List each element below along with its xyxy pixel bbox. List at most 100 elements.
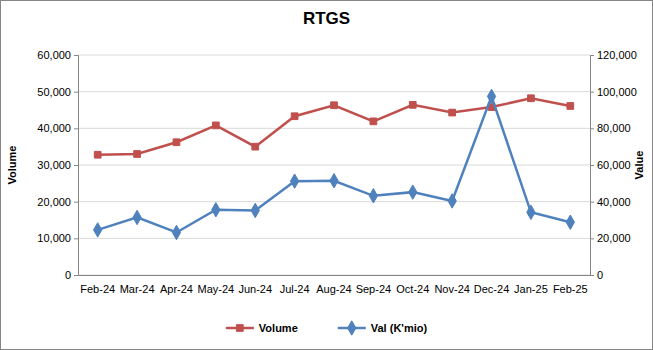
y2-tick: 0 [590, 269, 603, 281]
y-tick-mark [74, 238, 78, 239]
y-tick-mark [74, 92, 78, 93]
y2-axis: 0 20,000 40,000 60,000 80,000 100,000 120,000 [590, 49, 637, 281]
x-tick: Jul-24 [280, 283, 310, 295]
y2-tick-label: 40,000 [597, 196, 631, 208]
series-marker [567, 103, 574, 110]
y2-tick: 120,000 [590, 49, 637, 61]
legend-item: Volume [226, 322, 298, 334]
legend-label: Volume [259, 322, 298, 334]
y2-tick-mark [590, 165, 594, 166]
y-axis-line [74, 56, 79, 276]
plot-area: 0 10,000 20,000 30,000 40,000 50,000 60,000 0 20… [37, 49, 636, 295]
y-tick-label: 30,000 [37, 159, 71, 171]
y2-tick-mark [590, 275, 594, 276]
y-tick-mark [74, 165, 78, 166]
series-marker [448, 194, 456, 208]
x-tick-label: Dec-24 [474, 283, 509, 295]
x-tick: Oct-24 [396, 283, 429, 295]
series-marker [369, 189, 377, 203]
x-tick-label: Feb-24 [80, 283, 115, 295]
y2-tick-mark [590, 55, 594, 56]
legend-marker [348, 321, 356, 335]
y2-tick-label: 80,000 [597, 122, 631, 134]
x-tick-label: Oct-24 [396, 283, 429, 295]
grid-line [78, 91, 590, 92]
chart: 0 10,000 20,000 30,000 40,000 50,000 60,000 0 20… [0, 0, 653, 350]
y2-tick-label: 120,000 [597, 49, 637, 61]
y2-tick-label: 0 [597, 269, 603, 281]
series-marker [291, 113, 298, 120]
series-marker [528, 95, 535, 102]
y2-tick: 20,000 [590, 232, 631, 244]
y-axis-title: Volume [6, 146, 18, 185]
series-marker [370, 118, 377, 125]
x-tick-label: Mar-24 [120, 283, 155, 295]
series-marker [527, 205, 535, 219]
x-tick: Jan-25 [514, 283, 548, 295]
series-marker [251, 203, 259, 217]
series-marker [409, 185, 417, 199]
x-tick-label: Jun-24 [238, 283, 272, 295]
series-marker [212, 122, 219, 129]
series-marker [94, 151, 101, 158]
x-tick: Aug-24 [316, 283, 351, 295]
x-tick: Dec-24 [474, 283, 509, 295]
y2-axis-title: Value [633, 151, 645, 180]
y-tick-label: 20,000 [37, 196, 71, 208]
y2-tick-mark [590, 238, 594, 239]
x-tick-label: May-24 [198, 283, 235, 295]
y-tick: 0 [65, 269, 78, 281]
y-tick-label: 60,000 [37, 49, 71, 61]
y2-tick: 100,000 [590, 86, 637, 98]
x-axis: Feb-24 Mar-24 Apr-24 May-24Jun-24 Jul-24 Aug-… [79, 276, 591, 295]
y2-axis-line [591, 56, 595, 276]
series-marker [449, 109, 456, 116]
series-line [98, 98, 571, 154]
series-marker [212, 203, 220, 217]
y2-tick: 40,000 [590, 196, 631, 208]
y-tick: 60,000 [37, 49, 78, 61]
grid-line [78, 275, 590, 276]
series-marker [331, 102, 338, 109]
y-axis: 0 10,000 20,000 30,000 40,000 50,000 60,000 [37, 49, 78, 281]
y2-tick: 80,000 [590, 122, 631, 134]
y-tick: 10,000 [37, 232, 78, 244]
grid-line [78, 238, 590, 239]
y-tick-label: 40,000 [37, 122, 71, 134]
series-marker [172, 225, 180, 239]
series-marker [173, 139, 180, 146]
y-tick-mark [74, 55, 78, 56]
x-tick: Jun-24 [238, 283, 272, 295]
series-marker [133, 210, 141, 224]
legend-item: Val (K'mio) [338, 321, 428, 335]
series-marker [330, 174, 338, 188]
chart-title: RTGS [303, 9, 350, 28]
series-marker [487, 89, 495, 103]
x-tick: Feb-24 [80, 283, 115, 295]
y-tick-label: 50,000 [37, 86, 71, 98]
x-tick: Feb-25 [553, 283, 588, 295]
series-marker [94, 223, 102, 237]
grid [78, 55, 590, 275]
y2-tick-label: 60,000 [597, 159, 631, 171]
y-tick-label: 0 [65, 269, 71, 281]
series-marker [566, 215, 574, 229]
grid-line [78, 55, 590, 56]
x-tick-label: Sep-24 [356, 283, 391, 295]
x-tick-label: Jul-24 [280, 283, 310, 295]
grid-line [78, 201, 590, 202]
grid-line [78, 165, 590, 166]
y-tick-mark [74, 128, 78, 129]
x-tick-label: Feb-25 [553, 283, 588, 295]
y-tick: 20,000 [37, 196, 78, 208]
legend-marker [236, 325, 243, 332]
chart-border [1, 1, 653, 350]
y2-tick-label: 20,000 [597, 232, 631, 244]
x-tick: May-24 [198, 283, 235, 295]
x-tick: Nov-24 [434, 283, 469, 295]
series-marker [290, 174, 298, 188]
x-tick: Mar-24 [120, 283, 155, 295]
x-tick: Apr-24 [160, 283, 193, 295]
x-tick-label: Nov-24 [434, 283, 469, 295]
series-marker [409, 102, 416, 109]
